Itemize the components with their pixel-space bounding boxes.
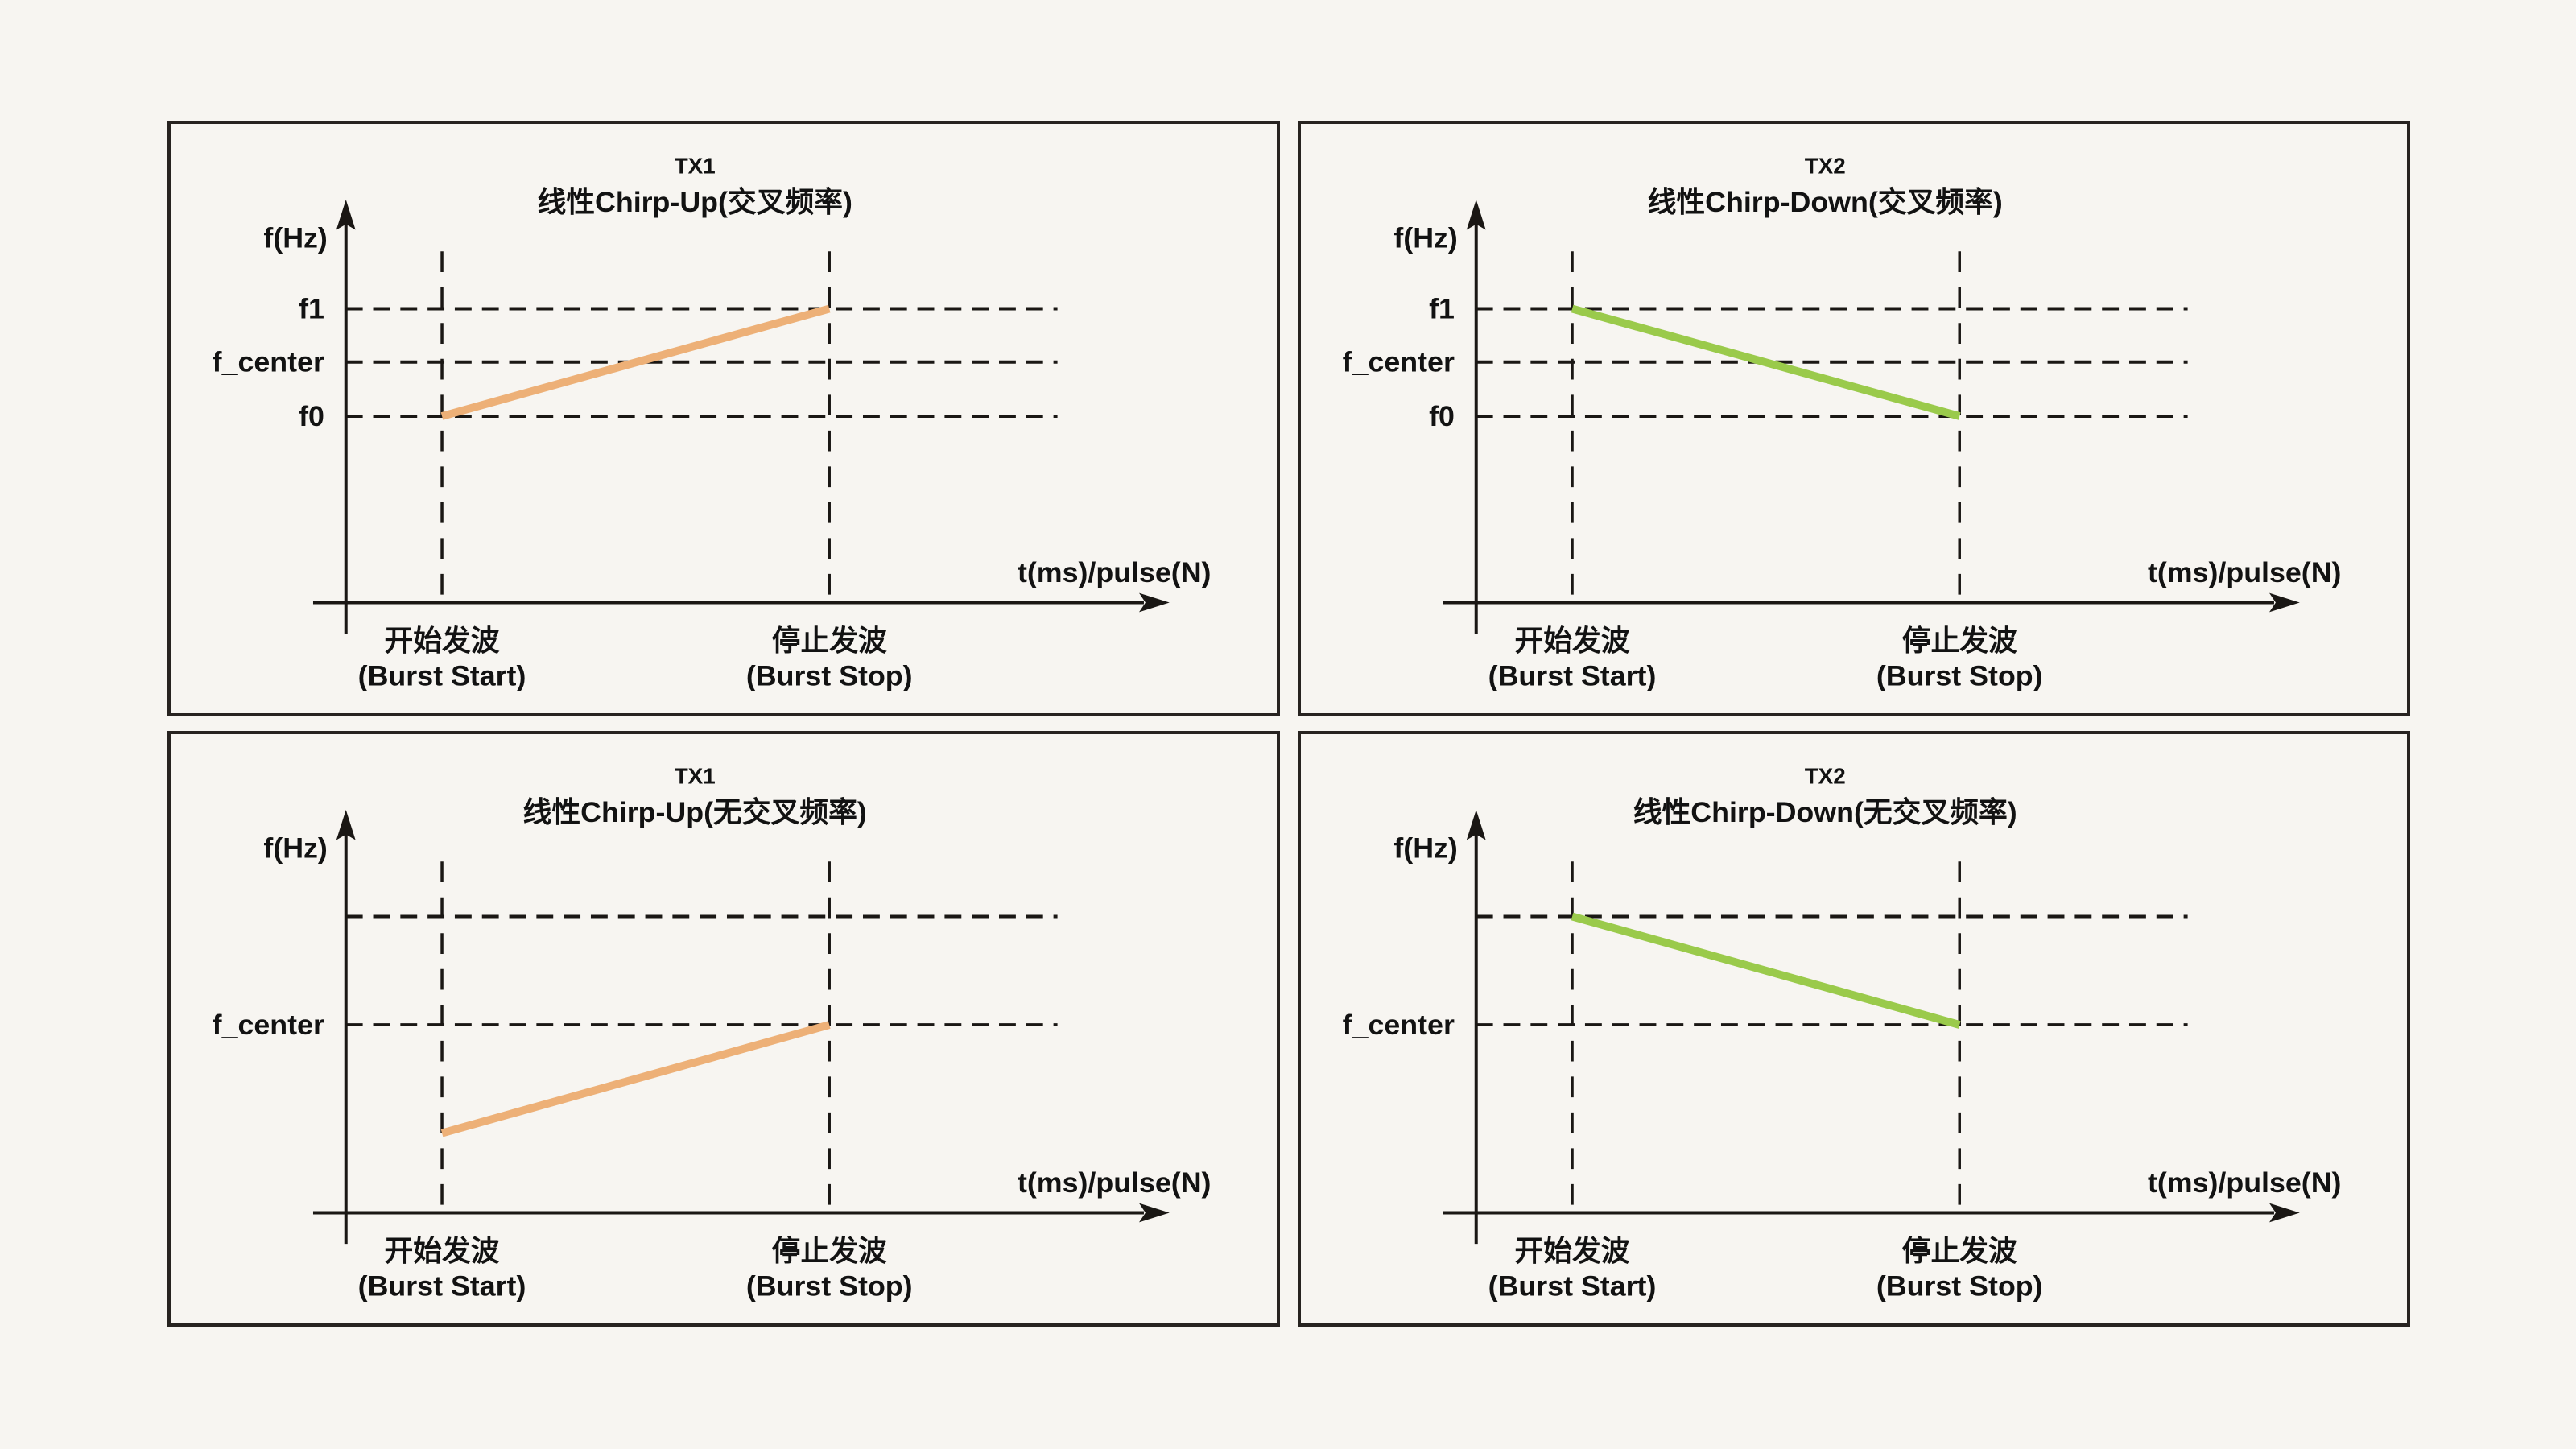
xtick-burst-start-en: (Burst Start) bbox=[358, 659, 526, 691]
panel-tx2-chirp-down-noncrossed: TX2 线性Chirp-Down(无交叉频率) f(Hz) t(ms)/puls… bbox=[1298, 731, 2410, 1327]
panel-title: TX2 bbox=[1805, 153, 1846, 178]
ytick-f-center: f_center bbox=[1343, 346, 1455, 378]
panel-subtitle: 线性Chirp-Down(交叉频率) bbox=[1648, 186, 2003, 218]
xtick-burst-stop-en: (Burst Stop) bbox=[1876, 659, 2043, 691]
xtick-burst-stop-zh: 停止发波 bbox=[772, 625, 887, 657]
x-axis-label: t(ms)/pulse(N) bbox=[1018, 556, 1212, 588]
panel-title: TX2 bbox=[1805, 763, 1846, 788]
x-axis-label: t(ms)/pulse(N) bbox=[2148, 1166, 2342, 1199]
panel-title: TX1 bbox=[675, 153, 716, 178]
y-axis-label: f(Hz) bbox=[1393, 221, 1457, 254]
y-axis-arrowhead-icon bbox=[336, 199, 356, 230]
chirp-line bbox=[440, 1021, 831, 1137]
ytick-f0: f0 bbox=[1429, 400, 1455, 432]
panel-tx1-chirp-up-crossed: TX1 线性Chirp-Up(交叉频率) f(Hz) t(ms)/pulse(N… bbox=[167, 121, 1280, 716]
x-axis-arrowhead-icon bbox=[2268, 592, 2300, 613]
panel-tx1-chirp-up-noncrossed: TX1 线性Chirp-Up(无交叉频率) f(Hz) t(ms)/pulse(… bbox=[167, 731, 1280, 1327]
xtick-burst-stop-en: (Burst Stop) bbox=[746, 1269, 913, 1302]
chirp-plot-tx1-noncrossed: TX1 线性Chirp-Up(无交叉频率) f(Hz) t(ms)/pulse(… bbox=[213, 763, 1212, 1302]
x-axis-arrowhead-icon bbox=[1138, 592, 1170, 613]
x-axis-arrowhead-icon bbox=[2268, 1203, 2300, 1223]
xtick-burst-start-zh: 开始发波 bbox=[384, 1235, 499, 1267]
ytick-f-center: f_center bbox=[213, 346, 324, 378]
xtick-burst-start-zh: 开始发波 bbox=[1514, 625, 1629, 657]
chirp-line bbox=[1571, 912, 1961, 1029]
xtick-burst-stop-en: (Burst Stop) bbox=[1876, 1269, 2043, 1302]
chirp-plot-tx2-crossed: TX2 线性Chirp-Down(交叉频率) f(Hz) t(ms)/pulse… bbox=[1343, 153, 2342, 691]
panel-subtitle: 线性Chirp-Up(无交叉频率) bbox=[523, 796, 867, 828]
chirp-plot-tx1-crossed: TX1 线性Chirp-Up(交叉频率) f(Hz) t(ms)/pulse(N… bbox=[213, 153, 1212, 691]
panel-subtitle: 线性Chirp-Down(无交叉频率) bbox=[1633, 796, 2017, 828]
ytick-f-center: f_center bbox=[213, 1009, 324, 1041]
y-axis-label: f(Hz) bbox=[1393, 832, 1457, 864]
xtick-burst-stop-en: (Burst Stop) bbox=[746, 659, 913, 691]
xtick-burst-stop-zh: 停止发波 bbox=[1902, 1235, 2017, 1267]
y-axis-arrowhead-icon bbox=[336, 809, 356, 840]
panel-subtitle: 线性Chirp-Up(交叉频率) bbox=[537, 186, 852, 218]
ytick-f-center: f_center bbox=[1343, 1009, 1455, 1041]
chirp-line bbox=[1571, 304, 1961, 420]
ytick-f0: f0 bbox=[299, 400, 324, 432]
xtick-burst-start-en: (Burst Start) bbox=[1488, 659, 1657, 691]
xtick-burst-start-zh: 开始发波 bbox=[1514, 1235, 1629, 1267]
xtick-burst-start-en: (Burst Start) bbox=[1488, 1269, 1657, 1302]
chirp-line bbox=[440, 304, 831, 420]
xtick-burst-stop-zh: 停止发波 bbox=[1902, 625, 2017, 657]
ytick-f1: f1 bbox=[299, 292, 324, 324]
x-axis-label: t(ms)/pulse(N) bbox=[2148, 556, 2342, 588]
y-axis-arrowhead-icon bbox=[1466, 199, 1486, 230]
ytick-f1: f1 bbox=[1429, 292, 1455, 324]
xtick-burst-start-en: (Burst Start) bbox=[358, 1269, 526, 1302]
y-axis-arrowhead-icon bbox=[1466, 809, 1486, 840]
panel-title: TX1 bbox=[675, 763, 716, 788]
x-axis-arrowhead-icon bbox=[1138, 1203, 1170, 1223]
y-axis-label: f(Hz) bbox=[263, 221, 327, 254]
chirp-plot-tx2-noncrossed: TX2 线性Chirp-Down(无交叉频率) f(Hz) t(ms)/puls… bbox=[1343, 763, 2342, 1302]
xtick-burst-start-zh: 开始发波 bbox=[384, 625, 499, 657]
panel-tx2-chirp-down-crossed: TX2 线性Chirp-Down(交叉频率) f(Hz) t(ms)/pulse… bbox=[1298, 121, 2410, 716]
y-axis-label: f(Hz) bbox=[263, 832, 327, 864]
xtick-burst-stop-zh: 停止发波 bbox=[772, 1235, 887, 1267]
x-axis-label: t(ms)/pulse(N) bbox=[1018, 1166, 1212, 1199]
